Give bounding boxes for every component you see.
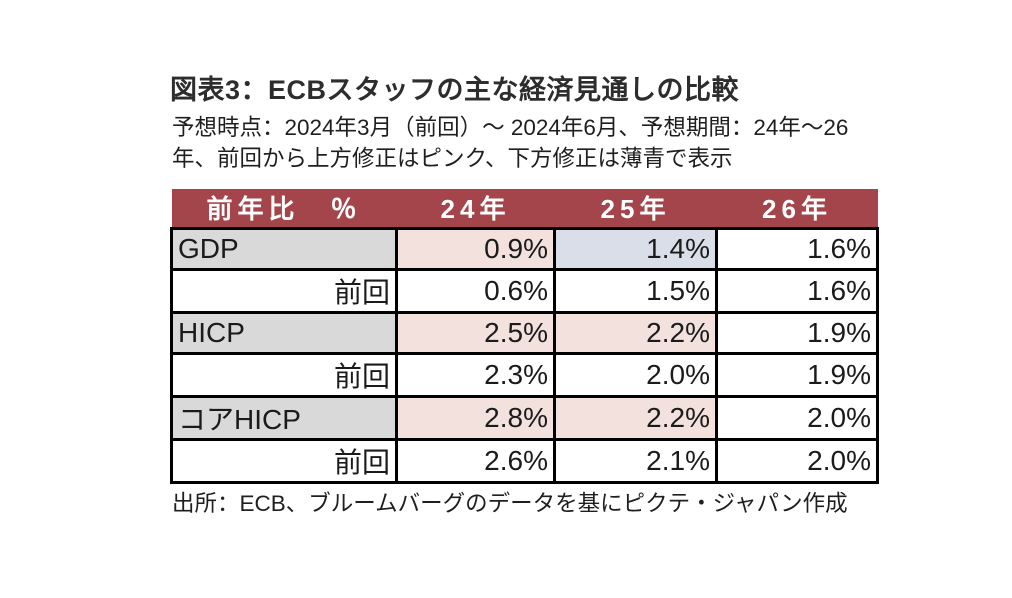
figure-title: 図表3：ECBスタッフの主な経済見通しの比較 (170, 75, 740, 105)
cell-core-hicp-24: 2.8% (395, 394, 556, 441)
cell-gdp-prev-24: 0.6% (395, 267, 556, 314)
figure-source: 出所：ECB、ブルームバーグのデータを基にピクテ・ジャパン作成 (172, 491, 848, 516)
table-row-core-hicp: コアHICP 2.8% 2.2% 2.0% (170, 394, 879, 441)
figure-subtitle-line2: 年、前回から上方修正はピンク、下方修正は薄青で表示 (172, 146, 733, 171)
table-header-row: 前年比 ％ 24年 25年 26年 (171, 189, 878, 228)
header-cell-year-26: 26年 (716, 189, 878, 228)
cell-hicp-prev-24: 2.3% (395, 351, 556, 398)
cell-hicp-25: 2.2% (553, 310, 718, 355)
table-row-hicp-previous: 前回 2.3% 2.0% 1.9% (170, 351, 879, 398)
cell-hicp-prev-25: 2.0% (553, 351, 718, 398)
cell-core-hicp-prev-25: 2.1% (553, 437, 718, 484)
table-row-gdp-previous: 前回 0.6% 1.5% 1.6% (170, 267, 879, 314)
header-cell-year-25: 25年 (554, 189, 717, 228)
cell-hicp-26: 1.9% (715, 310, 879, 355)
cell-core-hicp-26: 2.0% (715, 394, 879, 441)
row-label-gdp: GDP (170, 226, 398, 271)
cell-core-hicp-prev-24: 2.6% (395, 437, 556, 484)
cell-hicp-24: 2.5% (395, 310, 556, 355)
cell-gdp-prev-25: 1.5% (553, 267, 718, 314)
row-label-core-hicp-previous: 前回 (170, 437, 398, 484)
cell-core-hicp-prev-26: 2.0% (715, 437, 879, 484)
table-row-hicp: HICP 2.5% 2.2% 1.9% (170, 310, 879, 355)
forecast-table: 前年比 ％ 24年 25年 26年 GDP 0.9% 1.4% 1.6% 前回 … (170, 189, 879, 484)
cell-gdp-prev-26: 1.6% (715, 267, 879, 314)
cell-gdp-26: 1.6% (715, 226, 879, 271)
row-label-hicp-previous: 前回 (170, 351, 398, 398)
cell-core-hicp-25: 2.2% (553, 394, 718, 441)
figure-subtitle: 予想時点：2024年3月（前回）～ 2024年6月、予想期間：24年～26 年、… (172, 112, 848, 174)
header-cell-year-24: 24年 (396, 189, 555, 228)
table-row-core-hicp-previous: 前回 2.6% 2.1% 2.0% (170, 437, 879, 484)
row-label-hicp: HICP (170, 310, 398, 355)
figure-subtitle-line1: 予想時点：2024年3月（前回）～ 2024年6月、予想期間：24年～26 (172, 115, 849, 140)
header-cell-unit: 前年比 ％ (171, 189, 397, 228)
cell-gdp-24: 0.9% (395, 226, 556, 271)
table-row-gdp: GDP 0.9% 1.4% 1.6% (170, 226, 879, 271)
row-label-gdp-previous: 前回 (170, 267, 398, 314)
cell-hicp-prev-26: 1.9% (715, 351, 879, 398)
row-label-core-hicp: コアHICP (170, 394, 398, 441)
cell-gdp-25: 1.4% (553, 226, 718, 271)
